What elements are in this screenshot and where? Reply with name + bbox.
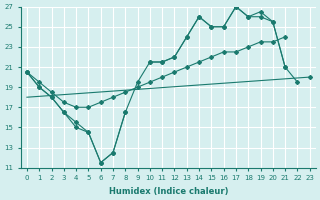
X-axis label: Humidex (Indice chaleur): Humidex (Indice chaleur) xyxy=(108,187,228,196)
